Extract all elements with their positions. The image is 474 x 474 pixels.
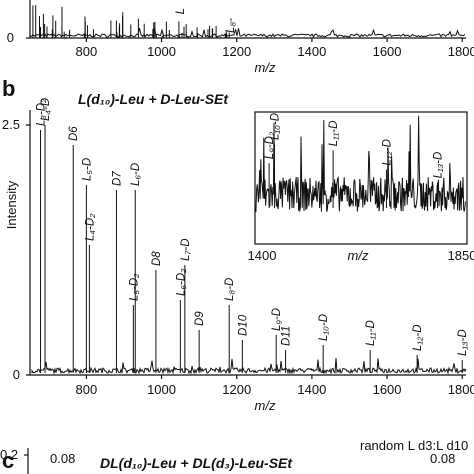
- peak-label: L₁₂-D: [412, 324, 424, 351]
- annotation: L: [175, 8, 187, 14]
- panel-title: DL(d₁₀)-Leu + DL(d₃)-Leu-SEt: [100, 455, 293, 471]
- x-tick-label: 800: [76, 382, 98, 397]
- x-tick-label: 1600: [373, 44, 402, 59]
- peak-label: L₈-D: [224, 278, 236, 301]
- x-tick-label: 1800: [448, 44, 474, 59]
- peak-label: L₁₁-D: [365, 320, 377, 346]
- noise: [31, 357, 467, 375]
- x-tick-label: 1800: [448, 382, 474, 397]
- x-axis-label: m/z: [348, 248, 369, 263]
- noise: [255, 115, 466, 212]
- peak-label: L₆-D: [130, 163, 142, 186]
- peak-label: D7: [111, 171, 123, 186]
- peak-label: L₁₁-D: [328, 121, 340, 147]
- peak-label: L₅-D₂: [128, 273, 140, 301]
- peak-label: D9: [194, 311, 206, 326]
- panel-label: b: [2, 76, 15, 101]
- peak-label: L₆-D₂: [175, 268, 187, 296]
- x-axis-label: m/z: [255, 398, 276, 413]
- peak-label: L₃-D₂: [36, 98, 48, 126]
- inset-frame: [254, 111, 468, 245]
- y-tick-label: 2.5: [2, 117, 20, 132]
- annotation: random L d3:L d10: [360, 438, 468, 453]
- panel-title: L(d₁₀)-Leu + D-Leu-SEt: [78, 91, 229, 107]
- peak-label: L₁₀-D: [269, 113, 281, 140]
- peak-label: D11: [281, 326, 293, 346]
- y-axis-label: Intensity: [4, 180, 19, 229]
- x-tick-label: 800: [76, 44, 98, 59]
- peak-label: L₄-D₂: [84, 213, 96, 241]
- x-tick-label: 1400: [248, 248, 277, 263]
- x-tick-label: 1400: [297, 44, 326, 59]
- peak-label: L₉-D₂: [264, 131, 276, 159]
- peak-label: D6: [68, 126, 80, 141]
- peak-label: L₁₃-D: [457, 329, 469, 356]
- peak-label: L₁₂-D: [381, 139, 393, 166]
- x-tick-label: 1000: [147, 44, 176, 59]
- noise: [29, 27, 466, 38]
- annotation: L₈-: [225, 18, 237, 33]
- x-tick-label: 1200: [222, 382, 251, 397]
- x-tick-label: 1200: [222, 44, 251, 59]
- peak-label: D10: [237, 314, 249, 336]
- annotation: 0.08: [430, 451, 455, 466]
- peak-label: D8: [151, 251, 163, 266]
- x-tick-label: 1000: [147, 382, 176, 397]
- peak-label: L₁₀-D: [318, 314, 330, 341]
- peak-label: L₇-D: [180, 238, 192, 261]
- y-tick-label: 0: [7, 30, 14, 45]
- y-tick-label: 0.2: [0, 447, 18, 462]
- noise: [32, 5, 230, 38]
- peak-label: L₉-D: [271, 308, 283, 331]
- annotation: 0.08: [50, 451, 75, 466]
- x-tick-label: 1600: [373, 382, 402, 397]
- peak-label: L₄-D: [40, 98, 52, 121]
- panel-label: c: [2, 448, 14, 473]
- y-tick-label: 0: [13, 367, 20, 382]
- x-tick-label: 1400: [297, 382, 326, 397]
- peak-label: L₅-D: [81, 158, 93, 181]
- x-axis-label: m/z: [255, 60, 276, 75]
- peak-label: L₁₃-D: [433, 152, 445, 179]
- x-tick-label: 1850: [448, 248, 474, 263]
